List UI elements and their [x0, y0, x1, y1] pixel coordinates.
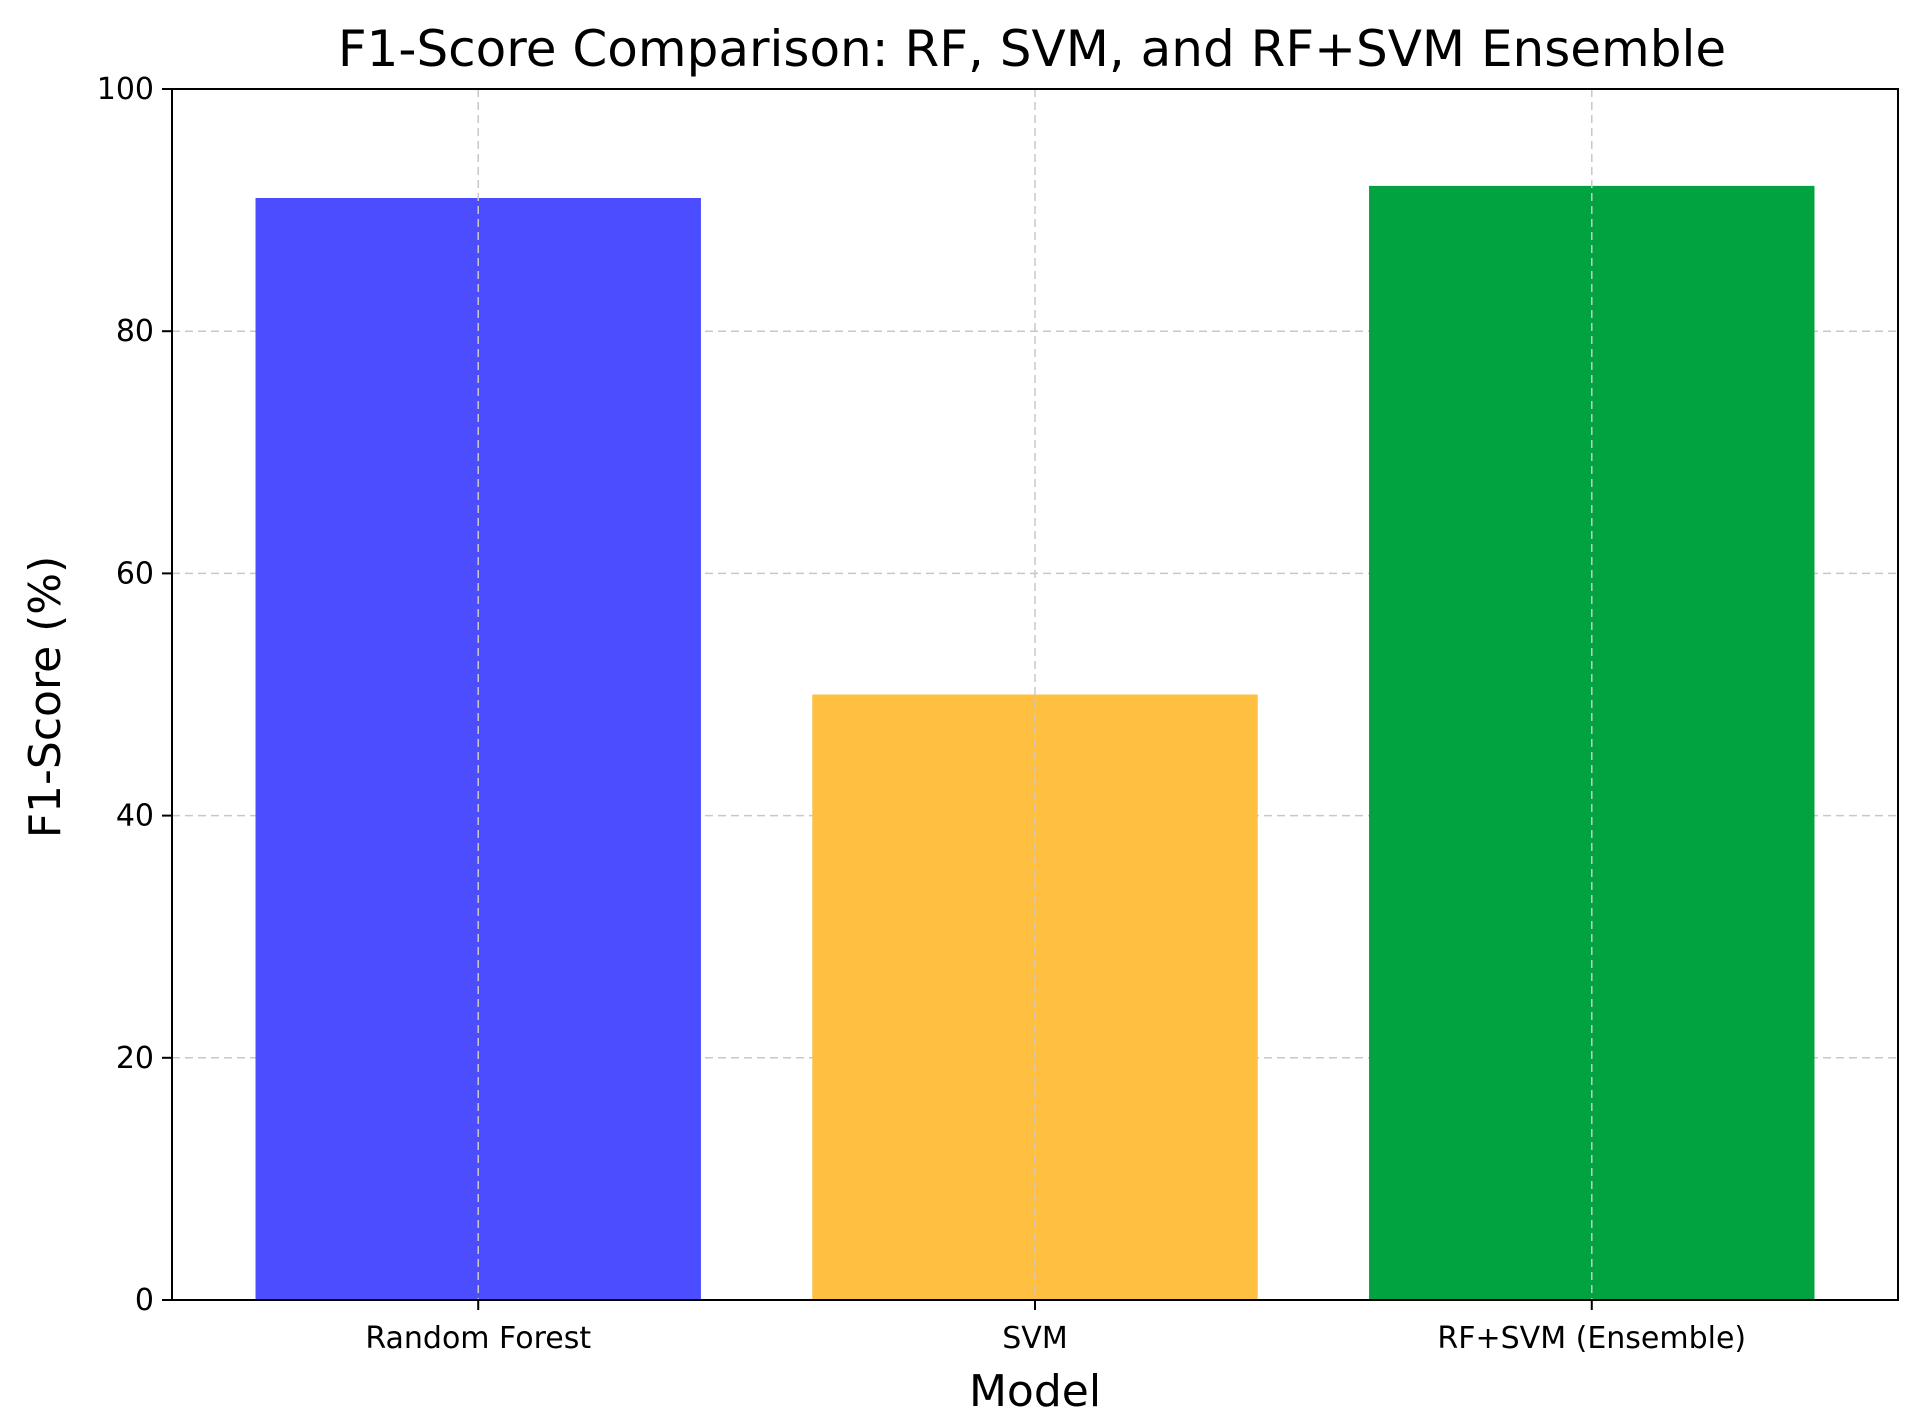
y-tick-label: 80 [116, 314, 154, 349]
y-tick-label: 40 [116, 799, 154, 834]
y-axis-ticks: 0 20 40 60 80 100 [97, 72, 172, 1318]
x-axis-ticks: Random Forest SVM RF+SVM (Ensemble) [365, 1300, 1746, 1356]
y-tick-label: 20 [116, 1041, 154, 1076]
y-axis-label: F1-Score (%) [20, 556, 71, 839]
x-axis-label: Model [969, 1366, 1101, 1417]
x-tick-label: RF+SVM (Ensemble) [1437, 1321, 1746, 1356]
y-tick-label: 60 [116, 556, 154, 591]
y-tick-label: 0 [135, 1283, 154, 1318]
x-tick-label: Random Forest [365, 1321, 591, 1356]
y-tick-label: 100 [97, 72, 154, 107]
chart-title: F1-Score Comparison: RF, SVM, and RF+SVM… [338, 20, 1726, 78]
x-tick-label: SVM [1002, 1321, 1067, 1356]
vertical-grid-lines [477, 89, 1593, 1300]
